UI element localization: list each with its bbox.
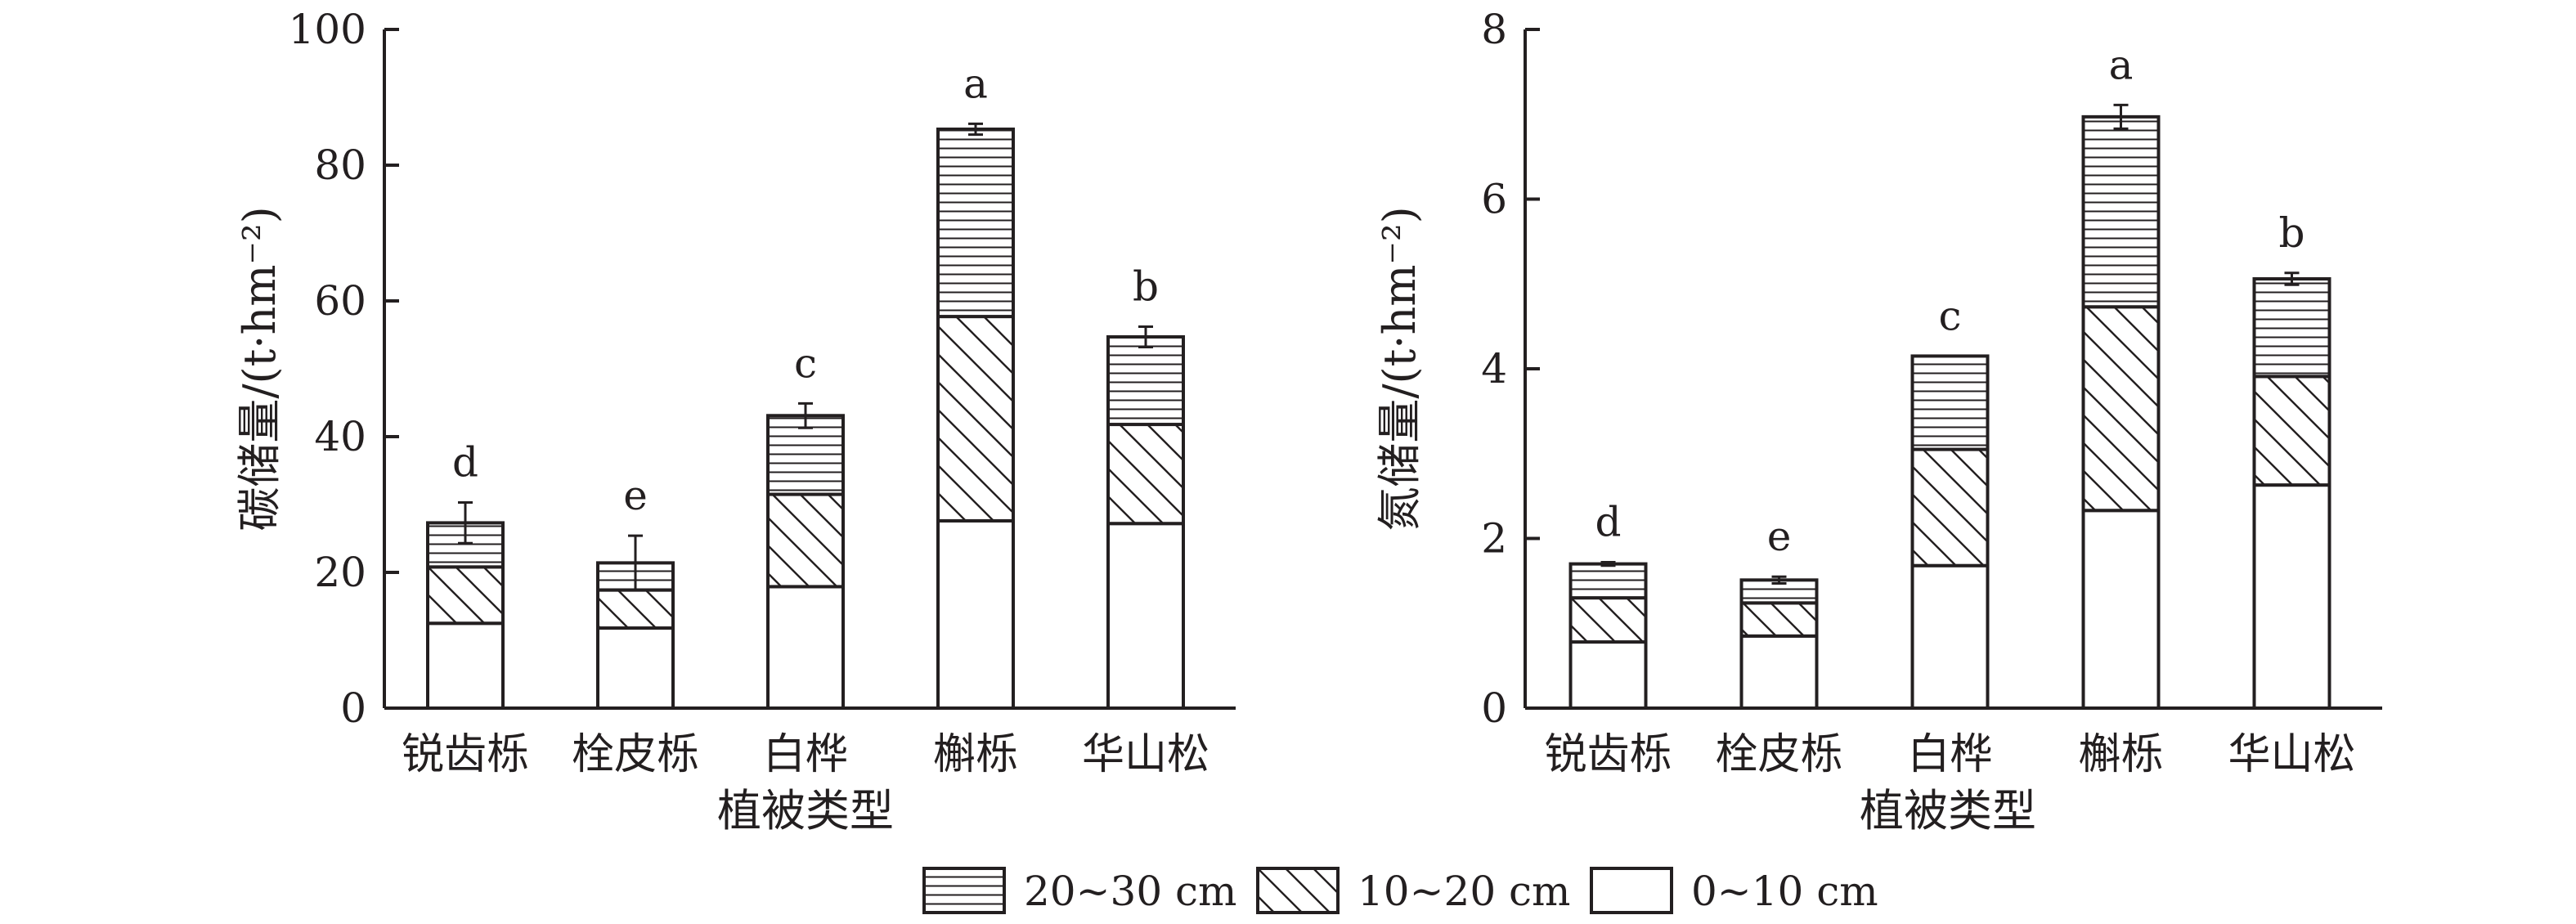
significance-label: c xyxy=(794,339,817,387)
legend: 20~30 cm 10~20 cm 0~10 cm xyxy=(922,867,1878,915)
significance-label: c xyxy=(1938,292,1961,339)
bar-segment-layer-0-10cm xyxy=(1568,640,1648,711)
nitrogen-storage-panel: 0 2 4 6 8 氮储量/(t·hm⁻²) 植被类型 d 锐齿栎 e 栓皮栎 c 白桦 a 槲栎 b 华山松 xyxy=(1374,6,2382,837)
significance-label: e xyxy=(623,472,648,519)
bar-segment-layer-20-30cm xyxy=(766,414,845,496)
category-label: 槲栎 xyxy=(933,730,1018,779)
legend-swatch xyxy=(1590,867,1673,914)
bar-segment-layer-20-30cm xyxy=(1106,334,1185,427)
y-tick-label: 0 xyxy=(340,684,366,732)
y-tick-label: 2 xyxy=(1481,515,1507,563)
y-tick-label: 20 xyxy=(314,549,366,596)
bar-segment-layer-0-10cm xyxy=(1910,563,1990,711)
legend-item-l10_20: 10~20 cm xyxy=(1256,867,1570,915)
x-axis-title: 植被类型 xyxy=(717,785,894,837)
category-label: 白桦 xyxy=(1907,730,1992,779)
bar-segment-layer-0-10cm xyxy=(936,518,1015,710)
bar-4 xyxy=(1106,325,1185,710)
bar-segment-layer-0-10cm xyxy=(766,585,845,710)
category-label: 槲栎 xyxy=(2078,730,2163,779)
legend-swatch xyxy=(1256,867,1340,914)
significance-label: e xyxy=(1767,513,1792,560)
bar-segment-layer-0-10cm xyxy=(426,621,505,710)
carbon-storage-panel: 0 20 40 60 80 100 碳储量/(t·hm⁻²) 植被类型 d 锐齿栎 e 栓皮栎 c 白桦 a… xyxy=(234,6,1236,837)
y-tick-label: 100 xyxy=(289,6,366,53)
bar-segment-layer-0-10cm xyxy=(596,626,675,710)
y-tick-label: 8 xyxy=(1481,6,1507,53)
bar-segment-layer-10-20cm xyxy=(936,315,1015,523)
bar-segment-layer-0-10cm xyxy=(2081,509,2161,711)
bar-segment-layer-20-30cm xyxy=(2081,114,2161,309)
legend-label: 20~30 cm xyxy=(1024,868,1236,915)
significance-label: b xyxy=(1133,263,1159,311)
bar-3 xyxy=(2081,103,2161,711)
legend-swatch xyxy=(922,867,1006,914)
bar-2 xyxy=(766,401,845,710)
bar-segment-layer-10-20cm xyxy=(426,565,505,626)
bar-4 xyxy=(2252,271,2331,710)
bar-segment-layer-10-20cm xyxy=(1106,423,1185,526)
bar-segment-layer-10-20cm xyxy=(1910,447,1990,567)
category-label: 锐齿栎 xyxy=(402,730,529,779)
bar-segment-layer-10-20cm xyxy=(1568,596,1648,644)
y-tick-label: 4 xyxy=(1481,345,1507,392)
x-axis-title: 植被类型 xyxy=(1860,785,2036,837)
category-label: 栓皮栎 xyxy=(572,730,699,779)
bar-segment-layer-20-30cm xyxy=(2252,277,2331,379)
bar-segment-layer-10-20cm xyxy=(2252,375,2331,487)
legend-item-l0_10: 0~10 cm xyxy=(1590,867,1878,915)
significance-label: a xyxy=(2109,41,2134,88)
y-tick-label: 60 xyxy=(314,277,366,325)
bar-segment-layer-0-10cm xyxy=(1739,634,1819,710)
legend-label: 10~20 cm xyxy=(1358,868,1570,915)
bar-segment-layer-20-30cm xyxy=(1568,562,1648,600)
y-tick-label: 80 xyxy=(314,141,366,189)
category-label: 华山松 xyxy=(1082,730,1209,779)
legend-item-l20_30: 20~30 cm xyxy=(922,867,1236,915)
category-label: 锐齿栎 xyxy=(1544,730,1672,779)
bar-1 xyxy=(1739,575,1819,710)
y-tick-label: 0 xyxy=(1481,684,1507,732)
bar-segment-layer-10-20cm xyxy=(2081,305,2161,513)
significance-label: d xyxy=(452,439,478,487)
bar-0 xyxy=(426,501,505,710)
legend-label: 0~10 cm xyxy=(1691,868,1878,915)
significance-label: a xyxy=(963,60,988,107)
category-label: 白桦 xyxy=(763,730,848,779)
bar-3 xyxy=(936,122,1015,710)
significance-label: d xyxy=(1595,499,1621,546)
category-label: 华山松 xyxy=(2228,730,2355,779)
y-tick-label: 6 xyxy=(1481,176,1507,223)
bar-segment-layer-10-20cm xyxy=(1739,601,1819,638)
category-label: 栓皮栎 xyxy=(1715,730,1842,779)
bar-2 xyxy=(1910,354,1990,711)
bar-segment-layer-10-20cm xyxy=(766,492,845,589)
bar-segment-layer-20-30cm xyxy=(936,128,1015,319)
y-axis-title: 氮储量/(t·hm⁻²) xyxy=(1374,206,1425,531)
bar-segment-layer-20-30cm xyxy=(1910,354,1990,451)
bar-segment-layer-0-10cm xyxy=(2252,483,2331,710)
bar-segment-layer-10-20cm xyxy=(596,588,675,630)
bar-segment-layer-0-10cm xyxy=(1106,522,1185,710)
bar-0 xyxy=(1568,561,1648,711)
bar-1 xyxy=(596,534,675,710)
y-tick-label: 40 xyxy=(314,413,366,460)
y-axis-title: 碳储量/(t·hm⁻²) xyxy=(234,206,285,531)
significance-label: b xyxy=(2278,209,2304,257)
